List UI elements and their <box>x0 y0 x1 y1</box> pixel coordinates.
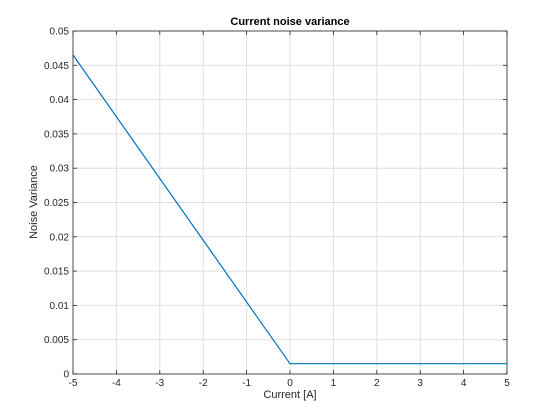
y-tick-label: 0.025 <box>44 198 69 209</box>
y-tick-label: 0.04 <box>50 95 70 106</box>
y-tick-label: 0.01 <box>50 301 70 312</box>
y-tick-label: 0.03 <box>50 164 70 175</box>
x-tick-label: -4 <box>112 378 121 389</box>
x-axis-label: Current [A] <box>263 389 316 401</box>
x-tick-label: 0 <box>287 378 293 389</box>
x-tick-label: -1 <box>242 378 251 389</box>
x-tick-label: 2 <box>374 378 380 389</box>
y-tick-label: 0.035 <box>44 129 69 140</box>
chart-title: Current noise variance <box>230 16 349 28</box>
x-tick-label: 3 <box>417 378 423 389</box>
y-tick-label: 0.045 <box>44 61 69 72</box>
x-tick-label: 1 <box>331 378 337 389</box>
x-tick-label: 4 <box>461 378 467 389</box>
x-tick-label: -3 <box>155 378 164 389</box>
y-tick-label: 0.015 <box>44 267 69 278</box>
y-tick-label: 0.005 <box>44 335 69 346</box>
y-tick-label: 0.02 <box>50 232 70 243</box>
y-axis-label: Noise Variance <box>28 165 40 239</box>
y-tick-label: 0.05 <box>50 27 70 38</box>
y-tick-labels: 0 0.005 0.01 0.015 0.02 0.025 0.03 0.035 0.04 0.0… <box>44 27 69 381</box>
x-tick-label: -2 <box>199 378 208 389</box>
x-tick-label: -5 <box>69 378 78 389</box>
x-tick-label: 5 <box>504 378 510 389</box>
x-tick-labels: -5 -4 -3 -2 -1 0 1 2 3 4 5 <box>69 378 511 389</box>
y-tick-label: 0 <box>63 370 69 381</box>
